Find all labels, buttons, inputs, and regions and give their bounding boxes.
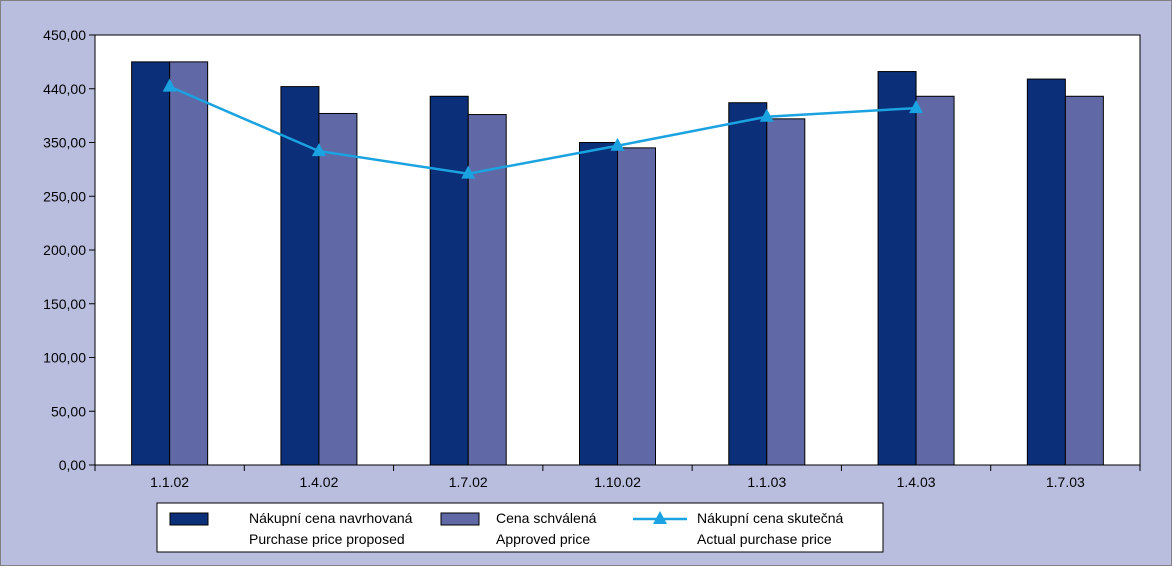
legend-swatch	[169, 512, 209, 526]
y-tick-label: 250,00	[43, 188, 86, 204]
line-point-marker	[610, 137, 625, 151]
legend-swatch	[440, 512, 480, 526]
y-tick-label: 200,00	[43, 242, 86, 258]
line-point-marker	[461, 165, 476, 179]
legend-label-en: Purchase price proposed	[249, 531, 405, 547]
bar-proposed	[429, 95, 469, 466]
x-tick-label: 1.7.02	[449, 474, 488, 490]
bar-proposed	[131, 61, 171, 466]
legend-label-en: Approved price	[496, 531, 590, 547]
x-tick-label: 1.10.02	[594, 474, 641, 490]
line-series-group	[162, 78, 924, 179]
bar-proposed	[1026, 78, 1066, 466]
legend-swatch-marker	[653, 511, 667, 524]
legend-label: Nákupní cena skutečná	[697, 510, 844, 526]
bar-approved	[318, 112, 358, 466]
legend: Nákupní cena navrhovaná Purchase price pr…	[156, 502, 884, 553]
bar-approved	[617, 147, 656, 466]
y-tick-label: 440,00	[43, 81, 86, 97]
bar-approved	[766, 118, 806, 466]
line-actual-price	[169, 85, 917, 175]
x-tick-label: 1.7.03	[1046, 474, 1085, 490]
y-tick-label: 100,00	[43, 350, 86, 366]
y-tick-label: 0,00	[59, 457, 86, 473]
bar-approved	[1064, 95, 1104, 466]
x-tick-label: 1.1.03	[747, 474, 786, 490]
y-tick-label: 150,00	[43, 296, 86, 312]
bar-proposed	[877, 71, 917, 466]
legend-box	[156, 502, 884, 553]
x-tick-label: 1.4.02	[299, 474, 338, 490]
legend-label: Cena schválená	[496, 510, 597, 526]
bar-series-group	[131, 61, 1104, 466]
line-point-marker	[909, 100, 924, 114]
legend-label: Nákupní cena navrhovaná	[249, 510, 413, 526]
bar-proposed	[579, 142, 618, 466]
x-tick-label: 1.1.02	[150, 474, 189, 490]
x-axis: 1.1.02 1.4.02 1.7.02 1.10.02 1.1.03 1.4.03 1.7…	[94, 465, 1141, 490]
line-point-marker	[311, 143, 326, 157]
legend-label-en: Actual purchase price	[697, 531, 832, 547]
bar-approved	[169, 61, 209, 466]
y-axis: 0,00 50,00 100,00 150,00 200,00 250,00 350,00 4…	[43, 27, 95, 473]
line-point-marker	[759, 108, 774, 122]
y-tick-label: 350,00	[43, 135, 86, 151]
x-tick-label: 1.4.03	[897, 474, 936, 490]
bar-proposed	[728, 102, 768, 466]
y-tick-label: 50,00	[51, 403, 86, 419]
y-tick-label: 450,00	[43, 27, 86, 43]
line-point-marker	[162, 78, 177, 92]
bar-approved	[915, 95, 955, 466]
